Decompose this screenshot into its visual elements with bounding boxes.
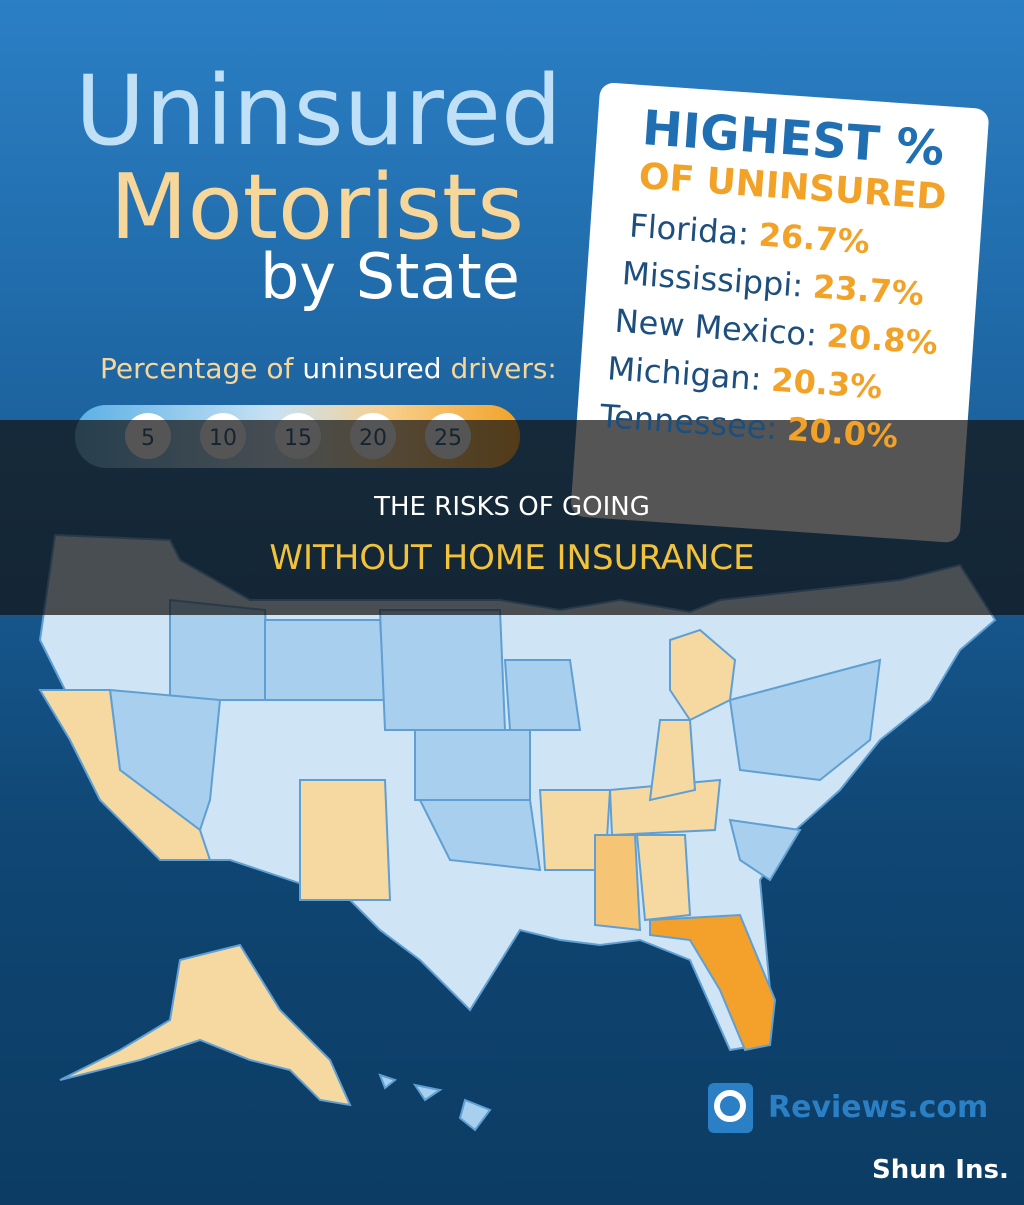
state-name: Michigan:	[606, 349, 763, 398]
state-value: 20.0%	[785, 409, 900, 456]
legend-title: Percentage of uninsured drivers:	[100, 352, 557, 385]
new-mexico	[299, 779, 392, 901]
michigan	[669, 628, 737, 722]
state-value: 26.7%	[757, 215, 871, 262]
hawaii	[378, 1073, 492, 1132]
state	[264, 619, 387, 701]
state-value: 23.7%	[811, 267, 926, 314]
highest-list: HIGHEST % OF UNINSURED Florida: 26.7% Miss…	[591, 98, 974, 459]
indiana	[648, 719, 697, 802]
title-line: by State	[260, 240, 520, 313]
alaska	[59, 943, 352, 1107]
state-name: New Mexico:	[613, 301, 819, 354]
title-line: Uninsured	[75, 55, 562, 167]
state-name: Mississippi:	[620, 254, 805, 305]
state	[728, 658, 882, 782]
state	[378, 609, 507, 731]
title-line: Motorists	[110, 155, 525, 260]
legend-part: uninsured	[302, 352, 442, 385]
florida	[649, 913, 777, 1052]
state-value: 20.3%	[770, 360, 884, 407]
legend-part: Percentage of	[100, 352, 294, 385]
us-map	[38, 533, 997, 1132]
mississippi	[594, 834, 642, 932]
banner-line: WITHOUT HOME INSURANCE	[269, 538, 755, 578]
state-name: Florida:	[628, 206, 751, 253]
state	[414, 729, 531, 801]
logo-text: Reviews.com	[768, 1090, 989, 1125]
state	[418, 799, 542, 872]
california	[38, 689, 212, 861]
watermark: Shun Ins.	[872, 1155, 1009, 1185]
state-value: 20.8%	[825, 316, 939, 363]
alabama	[635, 834, 692, 922]
state	[728, 818, 802, 882]
legend-part: drivers:	[450, 352, 557, 385]
banner-line: THE RISKS OF GOING	[374, 492, 650, 522]
logo-mark	[714, 1090, 746, 1122]
banner	[0, 420, 1024, 615]
state	[503, 659, 582, 731]
